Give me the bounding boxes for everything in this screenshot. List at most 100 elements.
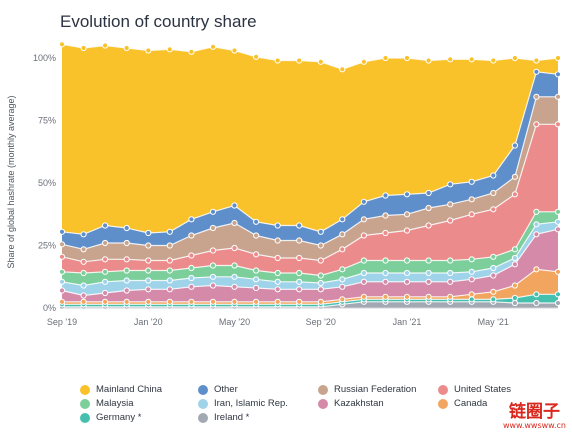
point-united-states[interactable]: [447, 217, 454, 224]
point-kazakhstan[interactable]: [123, 287, 130, 294]
point-kazakhstan[interactable]: [209, 282, 217, 289]
point-malaysia[interactable]: [360, 257, 367, 264]
point-other[interactable]: [403, 191, 411, 198]
point-iran-islamic-rep[interactable]: [468, 268, 475, 275]
point-russian-federation[interactable]: [296, 237, 303, 244]
point-iran-islamic-rep[interactable]: [145, 277, 152, 284]
point-united-states[interactable]: [317, 257, 324, 264]
point-malaysia[interactable]: [490, 253, 497, 260]
point-russian-federation[interactable]: [490, 189, 497, 197]
point-mainland-china[interactable]: [511, 54, 519, 62]
point-russian-federation[interactable]: [145, 242, 152, 249]
point-other[interactable]: [58, 228, 66, 235]
point-iran-islamic-rep[interactable]: [447, 269, 454, 277]
point-mainland-china[interactable]: [447, 56, 454, 63]
point-united-states[interactable]: [554, 121, 562, 128]
point-russian-federation[interactable]: [123, 239, 130, 247]
point-united-states[interactable]: [166, 257, 173, 264]
point-iran-islamic-rep[interactable]: [58, 278, 66, 285]
point-other[interactable]: [468, 178, 475, 185]
point-other[interactable]: [166, 228, 173, 235]
point-kazakhstan[interactable]: [296, 286, 303, 293]
point-malaysia[interactable]: [511, 246, 519, 253]
point-other[interactable]: [447, 181, 454, 188]
point-iran-islamic-rep[interactable]: [533, 221, 540, 228]
point-kazakhstan[interactable]: [145, 286, 152, 293]
point-mainland-china[interactable]: [533, 57, 540, 64]
point-iran-islamic-rep[interactable]: [166, 277, 173, 284]
point-malaysia[interactable]: [166, 267, 173, 274]
point-united-states[interactable]: [123, 256, 130, 263]
point-other[interactable]: [511, 142, 519, 149]
point-other[interactable]: [102, 222, 109, 229]
point-other[interactable]: [554, 71, 562, 78]
point-iran-islamic-rep[interactable]: [554, 218, 562, 225]
point-russian-federation[interactable]: [166, 242, 173, 249]
point-canada[interactable]: [382, 293, 389, 300]
point-other[interactable]: [209, 208, 217, 215]
legend-item-canada[interactable]: Canada: [438, 398, 558, 409]
point-russian-federation[interactable]: [533, 93, 540, 100]
point-iran-islamic-rep[interactable]: [403, 269, 411, 277]
point-iran-islamic-rep[interactable]: [123, 277, 130, 284]
point-other[interactable]: [317, 228, 324, 235]
point-kazakhstan[interactable]: [403, 278, 411, 285]
point-united-states[interactable]: [274, 254, 281, 262]
point-canada[interactable]: [403, 293, 411, 300]
point-united-states[interactable]: [102, 256, 109, 263]
point-russian-federation[interactable]: [102, 239, 109, 247]
legend-item-united-states[interactable]: United States: [438, 384, 558, 395]
point-canada[interactable]: [339, 296, 346, 303]
point-canada[interactable]: [166, 298, 173, 305]
point-mainland-china[interactable]: [102, 42, 109, 49]
point-mainland-china[interactable]: [468, 56, 475, 63]
point-canada[interactable]: [188, 298, 195, 305]
point-kazakhstan[interactable]: [490, 272, 497, 279]
point-kazakhstan[interactable]: [253, 284, 260, 292]
point-united-states[interactable]: [403, 227, 411, 234]
point-germany[interactable]: [490, 296, 497, 303]
point-other[interactable]: [253, 218, 260, 225]
point-mainland-china[interactable]: [80, 44, 87, 52]
point-kazakhstan[interactable]: [80, 292, 87, 299]
point-canada[interactable]: [296, 298, 303, 305]
point-russian-federation[interactable]: [231, 219, 238, 227]
point-mainland-china[interactable]: [296, 57, 303, 64]
point-malaysia[interactable]: [145, 267, 152, 274]
legend-item-malaysia[interactable]: Malaysia: [80, 398, 198, 409]
point-united-states[interactable]: [58, 253, 66, 260]
point-malaysia[interactable]: [554, 208, 562, 215]
point-russian-federation[interactable]: [339, 231, 346, 238]
point-canada[interactable]: [231, 298, 238, 305]
point-iran-islamic-rep[interactable]: [231, 273, 238, 280]
point-malaysia[interactable]: [102, 268, 109, 275]
point-other[interactable]: [145, 229, 152, 237]
point-canada[interactable]: [209, 298, 217, 305]
point-malaysia[interactable]: [425, 257, 432, 264]
point-canada[interactable]: [123, 298, 130, 305]
point-malaysia[interactable]: [382, 257, 389, 264]
point-other[interactable]: [188, 216, 195, 223]
point-malaysia[interactable]: [253, 267, 260, 274]
point-kazakhstan[interactable]: [58, 287, 66, 294]
point-malaysia[interactable]: [209, 262, 217, 269]
point-other[interactable]: [80, 231, 87, 238]
point-mainland-china[interactable]: [339, 66, 346, 73]
point-kazakhstan[interactable]: [317, 286, 324, 293]
point-russian-federation[interactable]: [425, 204, 432, 212]
point-kazakhstan[interactable]: [447, 278, 454, 285]
point-other[interactable]: [533, 68, 540, 75]
point-iran-islamic-rep[interactable]: [382, 269, 389, 277]
point-ireland[interactable]: [554, 299, 562, 307]
point-mainland-china[interactable]: [425, 57, 432, 64]
point-united-states[interactable]: [533, 121, 540, 128]
point-other[interactable]: [123, 224, 130, 232]
point-iran-islamic-rep[interactable]: [425, 269, 432, 277]
point-malaysia[interactable]: [468, 256, 475, 263]
legend-item-germany[interactable]: Germany *: [80, 412, 198, 423]
point-united-states[interactable]: [296, 254, 303, 262]
point-other[interactable]: [360, 198, 367, 205]
legend-item-kazakhstan[interactable]: Kazakhstan: [318, 398, 438, 409]
point-mainland-china[interactable]: [360, 58, 367, 65]
point-iran-islamic-rep[interactable]: [274, 278, 281, 285]
